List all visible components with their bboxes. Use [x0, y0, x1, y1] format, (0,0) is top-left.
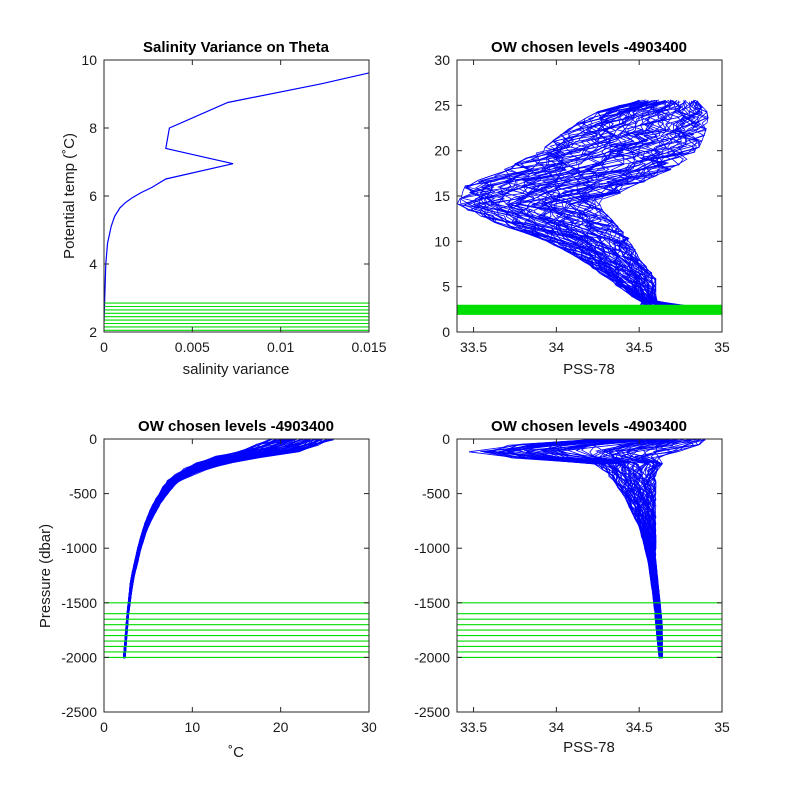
profile-line: [497, 101, 652, 308]
x-axis-label: salinity variance: [183, 361, 290, 378]
panel-title: OW chosen levels -4903400: [491, 39, 687, 56]
x-tick-label: 0.015: [351, 339, 386, 355]
plot-area: [104, 439, 369, 659]
plot-area: [457, 439, 722, 659]
theta-salinity-panel: OW chosen levels -4903400 PSS-78 33.5 34 3…: [434, 39, 730, 378]
y-tick-label: 10: [81, 52, 97, 68]
profile-line: [533, 99, 677, 309]
x-tick-label: 0: [100, 339, 108, 355]
profile-line: [564, 100, 696, 309]
y-tick-label: -2000: [61, 649, 97, 665]
profile-line: [540, 99, 685, 309]
y-tick-label: -2000: [414, 649, 450, 665]
y-tick-label: -2500: [61, 704, 97, 720]
axes-box: [456, 438, 723, 713]
y-tick-label: 20: [434, 143, 450, 159]
profile-line: [490, 101, 663, 308]
profile-line: [584, 100, 707, 308]
y-tick-label: 30: [434, 52, 450, 68]
panel-title: OW chosen levels -4903400: [491, 418, 687, 435]
x-tick-label: 20: [273, 719, 289, 735]
axes-box: [103, 438, 370, 713]
y-tick-label: 2: [89, 324, 97, 340]
y-tick-label: 10: [434, 233, 450, 249]
y-tick-label: -500: [69, 486, 97, 502]
variance-profile-line: [104, 72, 369, 322]
profile-line: [598, 100, 708, 309]
y-tick-label: -1500: [61, 595, 97, 611]
y-tick-label: -1000: [61, 540, 97, 556]
y-tick-label: -500: [422, 486, 450, 502]
y-tick-label: 8: [89, 120, 97, 136]
y-axis-label: Pressure (dbar): [37, 524, 54, 628]
x-tick-label: 0.005: [175, 339, 210, 355]
y-tick-label: 0: [442, 431, 450, 447]
x-tick-label: 34.5: [626, 339, 653, 355]
y-tick-label: 4: [89, 256, 97, 272]
plot-area: [104, 72, 369, 331]
profile-line: [124, 439, 334, 657]
y-tick-label: 15: [434, 188, 450, 204]
y-tick-label: -1500: [414, 595, 450, 611]
x-axis-label: PSS-78: [563, 739, 615, 756]
plot-area: [457, 99, 722, 315]
profile-line: [457, 100, 650, 308]
x-tick-label: 34: [549, 339, 565, 355]
x-axis-label: ˚C: [228, 744, 244, 761]
x-tick-label: 30: [361, 719, 377, 735]
y-tick-label: -1000: [414, 540, 450, 556]
y-tick-label: 5: [442, 279, 450, 295]
x-tick-label: 35: [714, 339, 730, 355]
y-tick-label: -2500: [414, 704, 450, 720]
salinity-pressure-panel: OW chosen levels -4903400 PSS-78 33.5 34 3…: [414, 418, 730, 756]
profile-line: [532, 101, 681, 308]
x-tick-label: 33.5: [460, 719, 487, 735]
panel-title: OW chosen levels -4903400: [138, 418, 334, 435]
panel-title: Salinity Variance on Theta: [143, 39, 330, 56]
profile-line: [651, 439, 705, 658]
y-tick-label: 25: [434, 97, 450, 113]
x-tick-label: 34: [549, 719, 565, 735]
x-tick-label: 10: [185, 719, 201, 735]
x-tick-label: 33.5: [460, 339, 487, 355]
x-tick-label: 34.5: [626, 719, 653, 735]
profile-line: [590, 100, 704, 308]
temperature-pressure-panel: OW chosen levels -4903400 ˚C Pressure (d…: [37, 418, 377, 761]
salinity-variance-panel: Salinity Variance on Theta salinity vari…: [61, 39, 387, 378]
y-tick-label: 0: [442, 324, 450, 340]
profile-line: [582, 100, 708, 309]
x-tick-label: 0.01: [267, 339, 294, 355]
x-tick-label: 0: [100, 719, 108, 735]
x-axis-label: PSS-78: [563, 361, 615, 378]
y-axis-label: Potential temp (˚C): [61, 133, 78, 259]
y-tick-label: 6: [89, 188, 97, 204]
profile-line: [554, 101, 692, 307]
profile-line: [510, 100, 670, 308]
x-tick-label: 35: [714, 719, 730, 735]
y-tick-label: 0: [89, 431, 97, 447]
